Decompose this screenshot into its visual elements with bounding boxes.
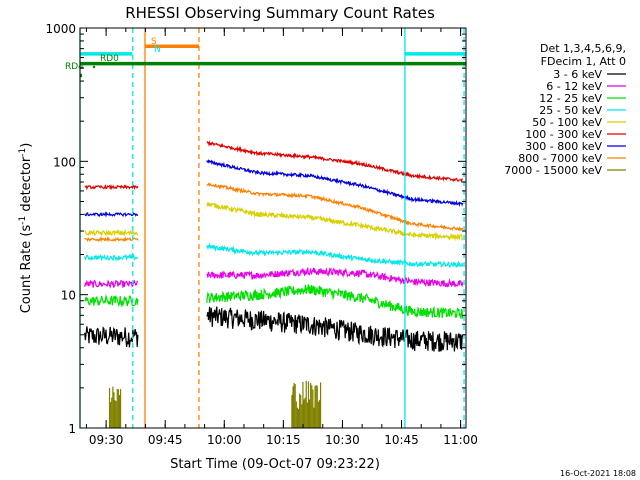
legend-entry-label: 7000 - 15000 keV <box>504 164 602 177</box>
x-tick-label: 09:45 <box>148 433 183 447</box>
flag-label-n: N <box>154 45 161 55</box>
footer-timestamp: 16-Oct-2021 18:08 <box>560 469 636 478</box>
series-line-post-1 <box>206 266 464 288</box>
legend-entry-label: 100 - 300 keV <box>525 128 602 141</box>
y-axis-label-part: ) <box>19 143 34 148</box>
series-line-pre-2 <box>84 293 139 308</box>
flag-label-rd4: RD4 <box>65 62 84 72</box>
axes: 09:30 09:45 10:00 10:15 10:30 10:45 11:00 1 10 10… <box>45 22 477 447</box>
y-axis-label: Count Rate (s-1 detector-1) <box>18 143 34 314</box>
x-axis-label: Start Time (09-Oct-07 09:23:22) <box>170 457 380 472</box>
x-tick-label: 11:00 <box>443 433 478 447</box>
legend-entry-label: 800 - 7000 keV <box>518 152 602 165</box>
series-line-pre-3 <box>84 253 139 262</box>
legend-entry-label: 25 - 50 keV <box>539 104 602 117</box>
flag-label-rd0: RD0 <box>100 54 119 64</box>
flag-bars: RD0 RD4 SN <box>65 28 466 428</box>
y-tick-label: 100 <box>53 155 76 169</box>
series-line-post-6 <box>206 159 464 208</box>
y-axis-label-part: detector <box>19 156 34 216</box>
legend-entry-label: 6 - 12 keV <box>546 80 602 93</box>
legend: Det 1,3,4,5,6,9, FDecim 1, Att 0 3 - 6 k… <box>504 42 626 177</box>
y-axis-label-part: Count Rate (s <box>19 225 34 314</box>
series-line-post-5 <box>206 140 463 184</box>
x-tick-label: 10:15 <box>266 433 301 447</box>
legend-entry-label: 3 - 6 keV <box>553 68 602 81</box>
series-line-post-3 <box>206 242 464 268</box>
x-tick-label: 10:45 <box>384 433 419 447</box>
plot-frame <box>79 27 467 429</box>
legend-entry-label: 12 - 25 keV <box>539 92 602 105</box>
y-tick-label: 1 <box>68 422 76 436</box>
chart-title: RHESSI Observing Summary Count Rates <box>125 4 435 22</box>
rd4-marker <box>92 65 96 69</box>
series-line-post-0 <box>206 306 464 352</box>
series-line-post-4 <box>206 202 464 242</box>
series-line-pre-7 <box>84 235 139 243</box>
x-tick-label: 09:30 <box>89 433 124 447</box>
series-line-pre-4 <box>84 228 139 237</box>
series-line-post-2 <box>206 284 464 319</box>
legend-header-line: FDecim 1, Att 0 <box>541 55 626 68</box>
legend-entry-label: 50 - 100 keV <box>532 116 602 129</box>
legend-header-line: Det 1,3,4,5,6,9, <box>540 42 626 55</box>
y-axis-label-part: -1 <box>18 148 28 157</box>
series-line-post-7 <box>206 182 464 232</box>
plot-area <box>84 140 464 428</box>
series-line-pre-0 <box>84 326 139 348</box>
y-tick-label: 10 <box>61 289 76 303</box>
series-line-pre-1 <box>84 279 138 289</box>
series-line-pre-6 <box>84 211 139 218</box>
x-tick-label: 10:30 <box>325 433 360 447</box>
legend-entry-label: 300 - 800 keV <box>525 140 602 153</box>
flag-label-s: S <box>151 37 157 47</box>
y-tick-label: 1000 <box>45 22 76 36</box>
series-line-pre-5 <box>84 183 139 191</box>
x-tick-label: 10:00 <box>207 433 242 447</box>
y-axis-label-part: -1 <box>18 216 28 225</box>
